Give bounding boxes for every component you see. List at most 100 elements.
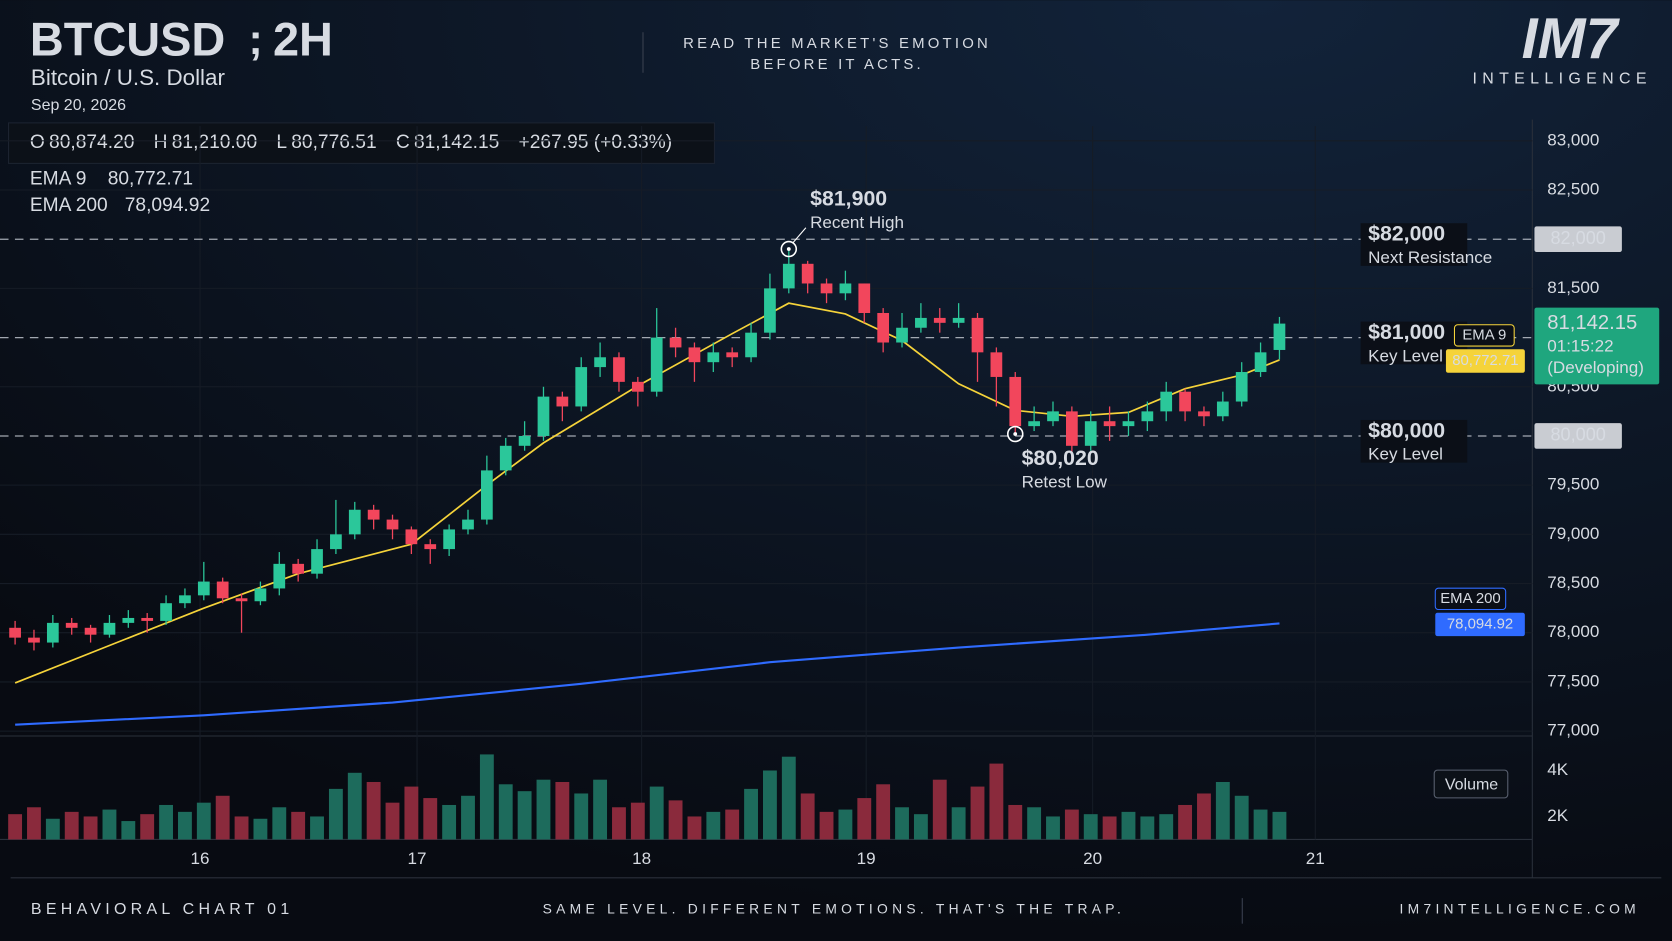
volume-bar [649,786,664,840]
ema-badge-value: 80,772.71 [1452,352,1518,369]
volume-bar [1140,816,1155,840]
volume-bar [1046,816,1060,840]
candle-body [1009,376,1022,427]
legend-name: EMA 9 [30,168,87,189]
volume-bar [45,818,60,840]
volume-bar [140,814,155,840]
price-badge-status: (Developing) [1547,358,1644,377]
volume-bar [989,763,1004,840]
candle-body [1047,411,1059,422]
ema-line [15,622,1280,726]
ohlc-key: H [154,132,168,153]
volume-bar [1197,793,1211,840]
annotation-dot [1013,432,1018,436]
candle-body [990,352,1003,377]
level-label: $81,000 [1368,320,1445,344]
candle-body [858,283,871,313]
candle-body [839,283,852,294]
ema-badge-value: 78,094.92 [1447,615,1513,632]
candle-body [273,563,286,589]
volume-bar [1083,814,1098,840]
tagline: READ THE MARKET'S EMOTION [683,35,991,52]
volume-bar [328,788,343,840]
volume-bar [762,770,777,840]
level-label-bg [1360,223,1468,266]
volume-bar [1272,811,1287,840]
level-note: Key Level [1368,346,1443,365]
volume-bar [555,781,570,840]
y-tick-label: 79,500 [1547,475,1599,494]
legend-value: 80,772.71 [108,168,193,189]
separator: ; [248,16,262,64]
volume-bar [857,798,872,840]
volume-bar [630,802,645,840]
y-tick-label: 77,000 [1547,721,1599,740]
volume-bar [687,816,702,840]
y-tick-label: 77,500 [1547,671,1599,690]
level-note: Next Resistance [1368,248,1492,267]
x-tick-label: 19 [857,849,876,868]
candle-body [745,332,757,358]
candle-body [292,563,305,574]
candle-body [216,581,229,599]
candle-body [782,263,795,289]
candle-body [1065,411,1078,446]
x-tick-label: 18 [632,849,651,868]
candle-body [726,352,739,358]
level-label: $80,000 [1368,418,1445,442]
candle-body [405,529,418,545]
candle-body [9,627,21,638]
subtitle: Bitcoin / U.S. Dollar [31,65,226,90]
level-badge-text: 80,000 [1550,425,1605,445]
volume-bar [593,779,608,840]
volume-bar [1234,795,1249,840]
ema-badge-name: EMA 200 [1440,590,1500,607]
volume-bar [196,802,211,840]
volume-bar [159,804,173,840]
ohlc-value: 81,142.15 [414,132,499,153]
ohlc-value: 81,210.00 [172,132,257,153]
date: Sep 20, 2026 [31,97,126,114]
candle-body [103,622,116,635]
ohlc-value: 80,874.20 [49,132,134,153]
candle-body [1103,421,1116,427]
logo: IM7 [1522,7,1621,71]
volume-label: Volume [1445,776,1498,793]
volume-bar [781,756,796,840]
candle-body [1141,411,1154,422]
volume-bar [83,816,98,840]
volume-bar [706,811,721,840]
annotation-label: $80,020 [1022,446,1099,470]
volume-bar [1027,807,1042,840]
volume-bar [442,804,457,840]
candle-body [1198,411,1210,417]
ohlc-key: C [396,132,410,153]
candle-body [197,581,210,596]
symbol: BTCUSD [30,13,225,65]
candle-body [650,337,663,392]
candle-body [933,317,946,323]
volume-bar [913,814,928,840]
level-note: Key Level [1368,445,1443,464]
volume-bar [1159,814,1174,840]
level-label: $82,000 [1368,222,1445,246]
candle-body [877,312,890,343]
x-tick-label: 16 [191,849,210,868]
candle-body [1235,372,1248,402]
candle-body [179,595,191,604]
x-tick-label: 20 [1083,849,1102,868]
ohlc-key: O [30,132,45,153]
ema-badge [1445,349,1525,373]
volume-bar [725,809,740,840]
volume-bar [1064,809,1079,840]
volume-bar [347,772,362,840]
volume-bar [234,816,249,840]
candle-body [1216,401,1229,417]
candle-body [915,317,927,328]
volume-bar [291,811,306,840]
volume-bar [1121,811,1136,840]
volume-bar [366,781,381,840]
annotation-note: Retest Low [1022,473,1108,492]
tagline: BEFORE IT ACTS. [750,56,924,73]
